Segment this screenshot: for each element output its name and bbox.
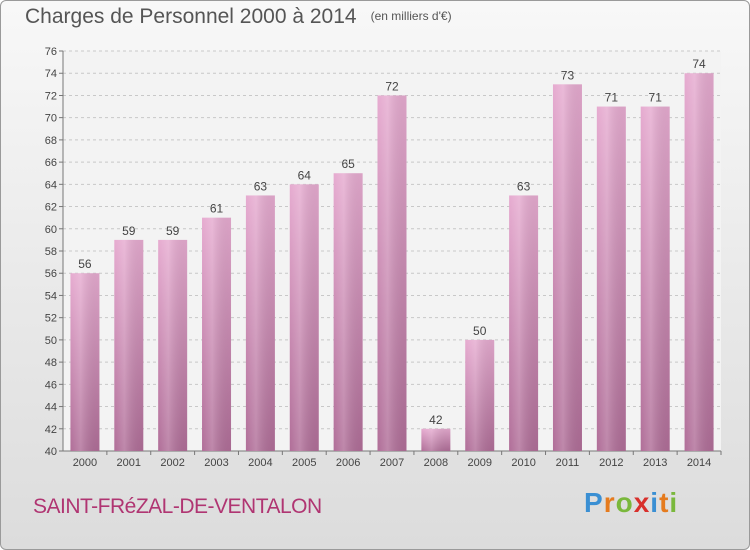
y-tick-label: 64 — [45, 179, 57, 191]
logo-letter: i — [669, 487, 679, 518]
logo-letter: i — [650, 487, 660, 518]
x-tick-label: 2000 — [73, 457, 97, 469]
y-tick-label: 48 — [45, 357, 57, 369]
y-tick-label: 58 — [45, 246, 57, 258]
bar-value-label: 71 — [605, 91, 619, 105]
bar-shine — [552, 84, 582, 451]
bar-shine — [70, 273, 100, 451]
y-tick-label: 74 — [45, 68, 57, 80]
bar-value-label: 72 — [385, 79, 399, 93]
x-tick-label: 2008 — [424, 457, 448, 469]
bar-value-label: 74 — [692, 57, 706, 71]
y-tick-label: 66 — [45, 157, 57, 169]
x-tick-label: 2010 — [511, 457, 535, 469]
x-tick-label: 2005 — [292, 457, 316, 469]
x-tick-label: 2012 — [599, 457, 623, 469]
y-tick-label: 56 — [45, 268, 57, 280]
x-tick-label: 2014 — [687, 457, 711, 469]
chart-title: Charges de Personnel 2000 à 2014 — [25, 5, 357, 28]
bar-value-label: 61 — [210, 202, 224, 216]
bar-value-label: 59 — [122, 224, 136, 238]
y-tick-label: 54 — [45, 290, 57, 302]
y-tick-label: 44 — [45, 402, 57, 414]
bar-shine — [202, 217, 232, 451]
x-tick-label: 2009 — [467, 457, 491, 469]
bar-shine — [114, 239, 144, 451]
bar-value-label: 63 — [517, 179, 531, 193]
x-tick-label: 2001 — [117, 457, 141, 469]
y-tick-label: 40 — [45, 446, 57, 458]
y-tick-label: 50 — [45, 335, 57, 347]
bar-value-label: 71 — [649, 91, 663, 105]
bar-shine — [377, 95, 407, 451]
y-tick-label: 60 — [45, 224, 57, 236]
y-tick-label: 76 — [45, 46, 57, 58]
y-tick-label: 62 — [45, 202, 57, 214]
bar-shine — [465, 339, 495, 451]
bar-value-label: 59 — [166, 224, 180, 238]
bar-value-label: 56 — [78, 257, 92, 271]
x-tick-label: 2011 — [556, 457, 580, 469]
logo-letter: o — [615, 487, 634, 518]
logo-letter: P — [584, 487, 604, 518]
bar-shine — [640, 106, 670, 452]
logo-letter: x — [633, 487, 651, 518]
bar-shine — [421, 428, 451, 451]
bar-value-label: 42 — [429, 413, 443, 427]
x-tick-label: 2013 — [643, 457, 667, 469]
bar-shine — [289, 184, 319, 452]
y-tick-label: 46 — [45, 379, 57, 391]
bar-value-label: 73 — [561, 68, 575, 82]
bar-shine — [245, 195, 275, 451]
bar-shine — [684, 73, 714, 451]
bar-value-label: 63 — [254, 179, 268, 193]
logo-letter: r — [603, 487, 616, 518]
y-tick-label: 72 — [45, 90, 57, 102]
x-tick-label: 2003 — [204, 457, 228, 469]
y-tick-label: 42 — [45, 424, 57, 436]
x-tick-label: 2006 — [336, 457, 360, 469]
bar-value-label: 64 — [298, 168, 312, 182]
commune-name: SAINT-FRéZAL-DE-VENTALON — [33, 495, 322, 518]
y-tick-label: 68 — [45, 135, 57, 147]
y-tick-label: 52 — [45, 313, 57, 325]
x-tick-label: 2007 — [380, 457, 404, 469]
bar-shine — [596, 106, 626, 452]
chart-unit: (en milliers d'€) — [370, 9, 452, 23]
bar-value-label: 50 — [473, 324, 487, 338]
y-tick-label: 70 — [45, 113, 57, 125]
chart-title-block: Charges de Personnel 2000 à 2014 (en mill… — [25, 5, 452, 29]
proxiti-logo: Proxiti — [584, 487, 678, 519]
x-tick-label: 2004 — [248, 457, 272, 469]
logo-letter: t — [659, 487, 670, 518]
bar-shine — [158, 239, 188, 451]
bar-value-label: 65 — [341, 157, 355, 171]
bar-shine — [509, 195, 539, 451]
x-tick-label: 2002 — [160, 457, 184, 469]
bar-shine — [333, 173, 363, 451]
